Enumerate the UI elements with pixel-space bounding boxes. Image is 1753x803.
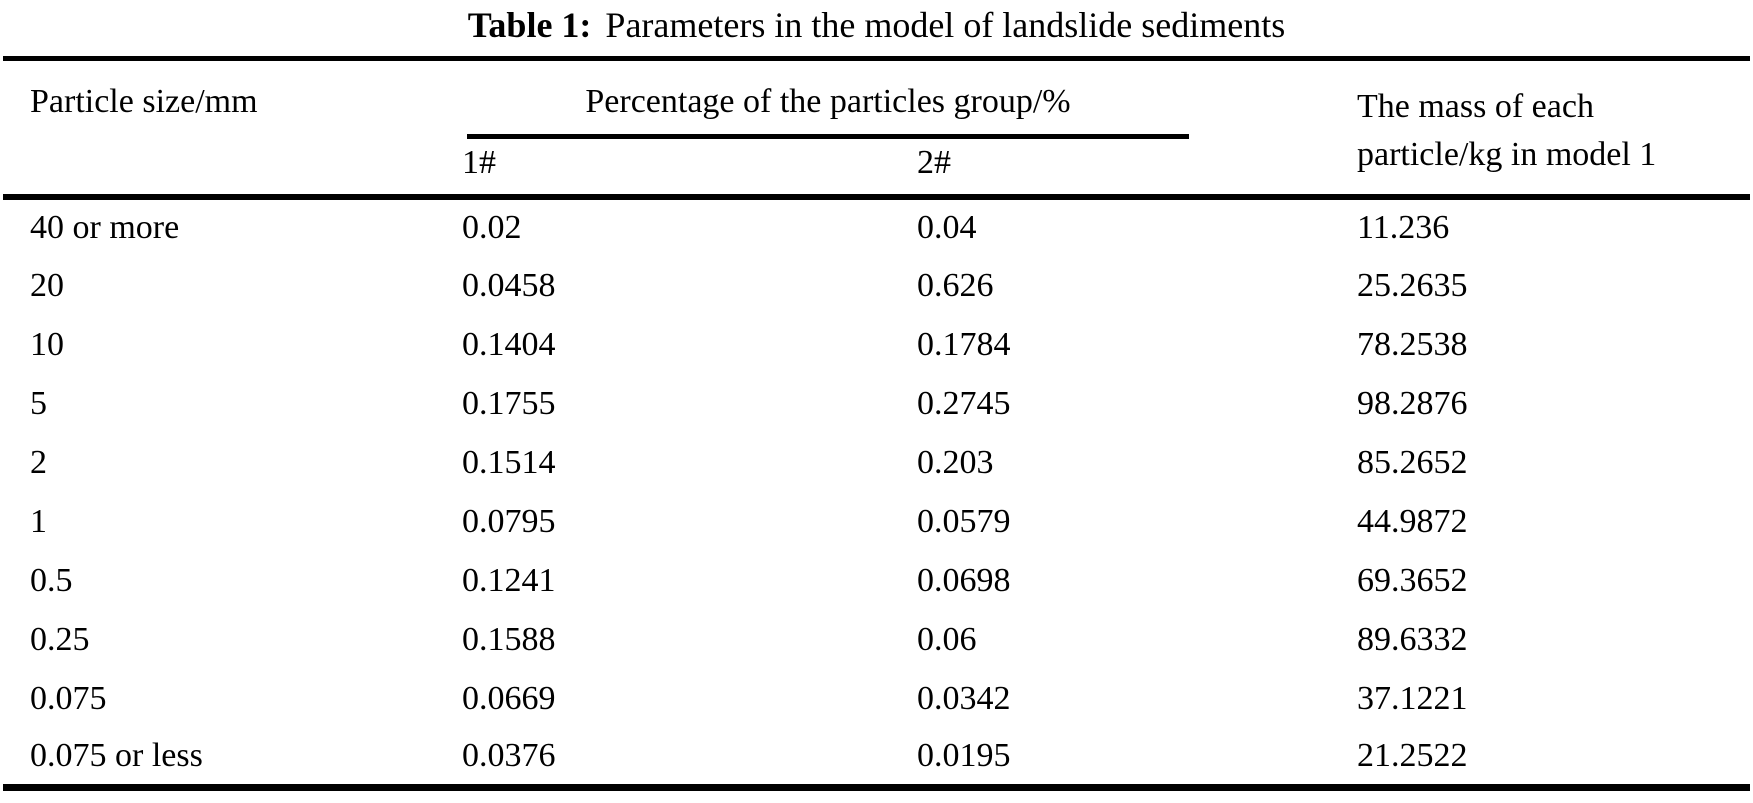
cell-mass: 78.2538 <box>1357 325 1468 363</box>
cell-percentage-1: 0.0458 <box>462 266 556 304</box>
cell-mass: 37.1221 <box>1357 679 1468 717</box>
header-row-group: Particle size/mm Percentage of the parti… <box>3 59 1750 173</box>
cell-percentage-1: 0.0795 <box>462 502 556 540</box>
cell-percentage-1: 0.1514 <box>462 443 556 481</box>
cell-percentage-2: 0.06 <box>917 620 977 658</box>
cell-mass: 69.3652 <box>1357 561 1468 599</box>
cell-mass: 98.2876 <box>1357 384 1468 422</box>
cell-percentage-2: 0.626 <box>917 266 994 304</box>
table-row: 5 0.1755 0.2745 98.2876 <box>3 374 1750 433</box>
cell-percentage-2: 0.0698 <box>917 561 1011 599</box>
cell-particle-size: 10 <box>30 325 64 363</box>
column-header-percentage-group-cell: Percentage of the particles group/% <box>435 59 1330 139</box>
cell-mass: 85.2652 <box>1357 443 1468 481</box>
cell-particle-size: 40 or more <box>30 209 180 246</box>
cell-particle-size: 1 <box>30 502 47 540</box>
table-row: 10 0.1404 0.1784 78.2538 <box>3 315 1750 374</box>
table-title-text: Parameters in the model of landslide sed… <box>605 5 1286 45</box>
cell-percentage-2: 0.0342 <box>917 679 1011 717</box>
cell-particle-size: 0.25 <box>30 620 90 658</box>
cell-percentage-2: 0.2745 <box>917 384 1011 422</box>
table-title: Table 1: Parameters in the model of lands… <box>0 4 1753 46</box>
cell-mass: 44.9872 <box>1357 502 1468 540</box>
table-row: 1 0.0795 0.0579 44.9872 <box>3 492 1750 551</box>
cell-mass: 21.2522 <box>1357 736 1468 774</box>
cell-mass: 25.2635 <box>1357 266 1468 304</box>
table-header: Particle size/mm Percentage of the parti… <box>3 59 1750 197</box>
cell-percentage-1: 0.0376 <box>462 736 556 774</box>
cell-particle-size: 0.5 <box>30 561 73 599</box>
column-subheader-2: 2# <box>917 144 951 181</box>
cell-particle-size: 0.075 <box>30 679 107 717</box>
cell-percentage-1: 0.1404 <box>462 325 556 363</box>
table-row: 0.5 0.1241 0.0698 69.3652 <box>3 551 1750 610</box>
column-header-mass-cell: The mass of each particle/kg in model 1 <box>1330 59 1750 198</box>
cell-mass: 11.236 <box>1357 209 1450 246</box>
column-subheader-1: 1# <box>462 144 496 181</box>
cell-percentage-1: 0.0669 <box>462 679 556 717</box>
table-body: 40 or more 0.02 0.04 11.236 20 0.0458 0.… <box>3 197 1750 787</box>
header-row-sub: 1# 2# <box>3 139 1750 197</box>
cell-percentage-2: 0.1784 <box>917 325 1011 363</box>
cell-mass: 89.6332 <box>1357 620 1468 658</box>
cell-percentage-1: 0.02 <box>462 209 522 246</box>
cell-percentage-2: 0.04 <box>917 209 977 246</box>
cell-particle-size: 5 <box>30 384 47 422</box>
parameters-table: Particle size/mm Percentage of the parti… <box>3 56 1750 791</box>
cell-particle-size: 2 <box>30 443 47 481</box>
column-header-particle-size: Particle size/mm <box>30 83 258 120</box>
cell-percentage-1: 0.1755 <box>462 384 556 422</box>
table-row: 40 or more 0.02 0.04 11.236 <box>3 197 1750 256</box>
cell-percentage-2: 0.203 <box>917 443 994 481</box>
column-header-percentage-group: Percentage of the particles group/% <box>467 83 1189 139</box>
table-title-label: Table 1: <box>467 5 592 45</box>
table-row: 20 0.0458 0.626 25.2635 <box>3 256 1750 315</box>
cell-percentage-2: 0.0579 <box>917 502 1011 540</box>
table-row: 0.25 0.1588 0.06 89.6332 <box>3 610 1750 669</box>
cell-particle-size: 0.075 or less <box>30 736 203 774</box>
table-row: 0.075 0.0669 0.0342 37.1221 <box>3 669 1750 728</box>
table-row: 2 0.1514 0.203 85.2652 <box>3 433 1750 492</box>
cell-percentage-1: 0.1241 <box>462 561 556 599</box>
cell-percentage-1: 0.1588 <box>462 620 556 658</box>
table-row: 0.075 or less 0.0376 0.0195 21.2522 <box>3 728 1750 787</box>
column-header-mass: The mass of each particle/kg in model 1 <box>1357 88 1657 173</box>
cell-percentage-2: 0.0195 <box>917 736 1011 774</box>
cell-particle-size: 20 <box>30 266 64 304</box>
